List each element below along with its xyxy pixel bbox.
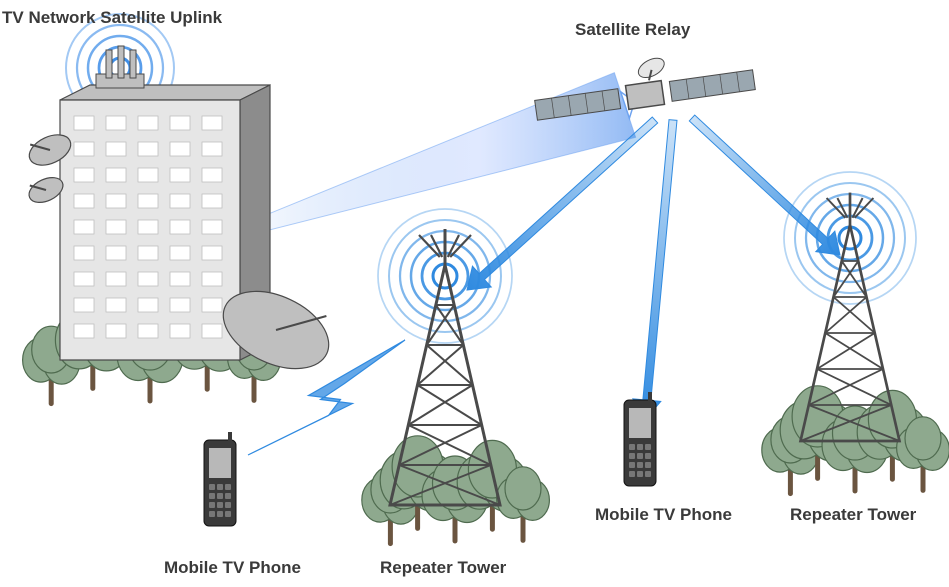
diagram-svg (0, 0, 949, 587)
label-satellite: Satellite Relay (575, 20, 690, 40)
diagram-stage: { "type": "network-diagram", "canvas": {… (0, 0, 949, 587)
label-uplink: TV Network Satellite Uplink (2, 8, 222, 28)
label-tower2: Repeater Tower (790, 505, 916, 525)
label-tower1: Repeater Tower (380, 558, 506, 578)
label-phone1: Mobile TV Phone (164, 558, 301, 578)
label-phone2: Mobile TV Phone (595, 505, 732, 525)
